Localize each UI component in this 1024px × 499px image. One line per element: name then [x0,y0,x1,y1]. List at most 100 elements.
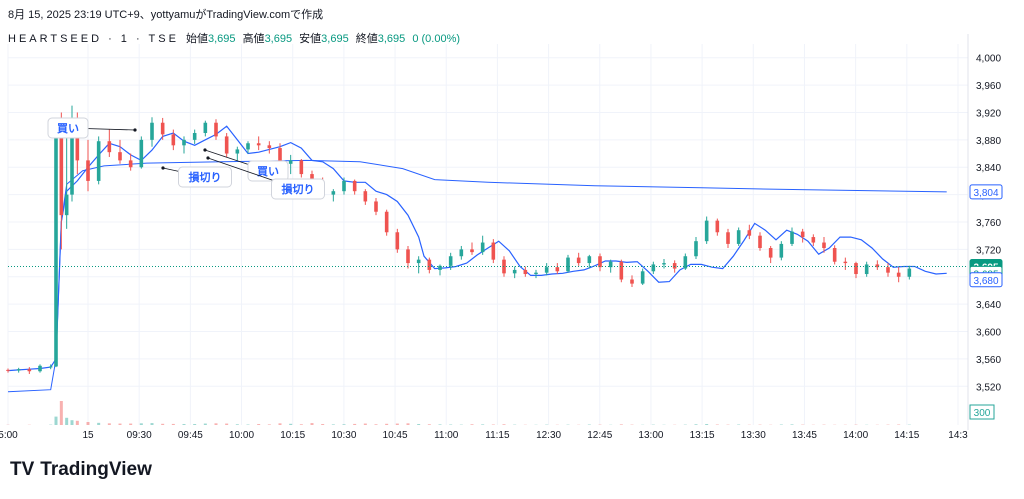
candle-body [16,369,21,371]
candle-body [203,122,208,133]
candle-body [758,235,762,249]
tradingview-logo-icon: TV [10,459,35,480]
volume-bar [97,422,101,425]
close-label: 終値 [355,33,378,45]
volume-bar [75,420,79,425]
volume-badge [969,404,995,420]
volume-bar [235,424,239,425]
y-tick-label: 3,920 [976,108,1001,119]
candle-body [288,160,293,164]
volume-bar [705,424,709,425]
volume-bar [65,417,69,425]
candle-body [576,257,581,264]
x-tick-label: 15 [82,430,94,441]
candle-body [790,231,794,244]
volume-bar [417,424,421,425]
x-tick-label: 14:3 [948,430,968,441]
volume-bar [438,424,442,425]
volume-bar [150,423,154,425]
candle-body [832,248,837,262]
volume-bar [171,423,175,425]
annotation-text: 損切り [282,182,315,196]
candle-body [736,230,741,244]
candle-body [75,126,80,161]
x-tick-label: 11:00 [434,430,459,441]
annotation-anchor [203,148,207,152]
annotation-box [178,166,232,188]
volume-bar [694,424,698,425]
x-tick-label: 13:00 [638,430,663,441]
x-tick-label: 14:00 [843,430,868,441]
y-tick-label: 3,840 [976,163,1001,174]
x-tick-label: 10:00 [229,430,254,441]
candle-body [171,134,176,146]
candle-body [608,261,613,268]
candle-body [70,126,74,195]
volume-badge-text: 300 [974,408,991,419]
volume-bar [790,424,794,425]
candle-body [694,241,698,257]
candle-body [246,143,250,150]
candle-body [214,122,218,137]
candle-body [630,279,634,284]
candle-body [86,160,90,181]
brand-name: TradingView [40,459,152,480]
candle-body [907,268,912,277]
x-tick-label: 13:45 [792,430,817,441]
volume-bar [363,423,367,425]
y-tick-label: 3,760 [976,218,1001,229]
price-axis-badge [969,184,1003,200]
x-tick-label: 13:30 [741,430,766,441]
candle-body [544,267,549,273]
y-tick-label: 3,520 [976,382,1001,393]
x-tick-label: 5:00 [0,430,18,441]
volume-bar [59,401,63,425]
annotation-text: 買い [257,165,279,178]
candle-body [662,263,666,265]
annotation-text: 買い [57,122,79,135]
candle-body [267,145,272,149]
volume-bar [278,423,282,425]
price-chart[interactable]: 4,0003,9603,9203,8803,8403,8003,7603,720… [0,0,1024,445]
candle-body [192,133,197,140]
candle-body [395,232,400,250]
volume-bar [86,422,90,425]
volume-bar [267,424,271,425]
x-tick-label: 10:30 [331,430,356,441]
candle-body [726,232,730,244]
candle-body [875,264,880,268]
volume-bar [70,420,74,425]
candle-body [160,122,165,135]
candle-body [747,230,752,236]
candle-body [139,139,144,168]
candle-body [235,149,240,154]
candle-body [363,191,368,202]
candle-body [278,148,282,164]
volume-bar [214,423,218,425]
candle-body [470,249,474,253]
volume-bar [161,423,165,425]
volume-bar [289,423,293,425]
candle-body [310,174,314,181]
y-tick-label: 3,720 [976,245,1001,256]
candle-body [800,231,805,238]
candle-body [6,369,10,371]
candle-body [715,220,720,233]
annotation-anchor [161,166,165,170]
volume-bar [470,424,474,425]
candle-body [768,248,773,258]
candle-body [448,256,453,266]
tradingview-brand[interactable]: TV TradingView [10,459,152,481]
price-axis-badge-text: 3,804 [973,188,998,199]
y-tick-label: 3,600 [976,328,1001,339]
candle-body [256,143,261,146]
high-value: 3,695 [264,33,293,45]
candle-body [854,263,858,275]
symbol-name[interactable]: HEARTSEED · 1 · TSE [8,33,179,45]
candle-body [555,267,560,272]
candle-body [331,191,336,195]
candle-body [38,365,42,372]
candle-body [779,243,784,258]
price-axis-badge-text: 3,680 [973,276,998,287]
candle-body [118,152,122,161]
